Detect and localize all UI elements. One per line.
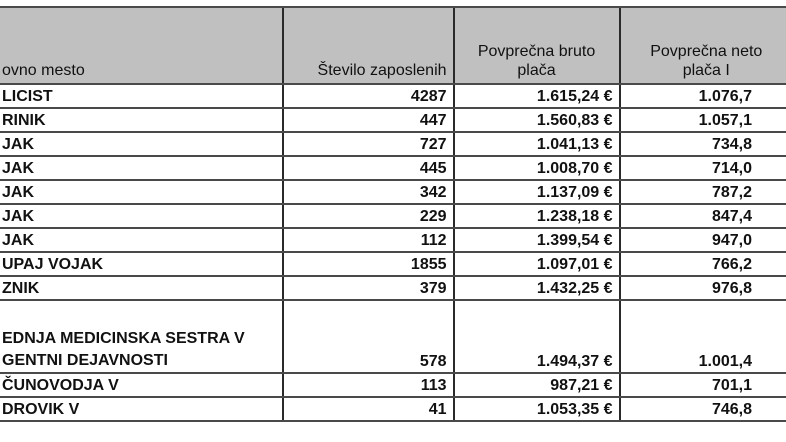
cell-position-line1: EDNJA MEDICINSKA SESTRA V — [2, 330, 245, 347]
cell-employees: 447 — [282, 107, 454, 133]
cell-position: RINIK — [0, 107, 284, 133]
header-net-salary: Povprečna neto plača I — [618, 6, 786, 85]
table-row: LICIST 4287 1.615,24 € 1.076,7 — [0, 83, 786, 109]
cell-employees: 1855 — [282, 251, 454, 277]
cell-employees: 112 — [282, 227, 454, 253]
cell-employees: 41 — [282, 396, 454, 422]
cell-position: ZNIK — [0, 275, 284, 301]
cell-employees: 727 — [282, 131, 454, 157]
cell-gross: 1.053,35 € — [452, 396, 620, 422]
header-position: ovno mesto — [0, 6, 284, 85]
cell-position: EDNJA MEDICINSKA SESTRA V GENTNI DEJAVNOS… — [0, 299, 284, 374]
table-row: RINIK 447 1.560,83 € 1.057,1 — [0, 107, 786, 133]
cell-position: JAK — [0, 155, 284, 181]
cell-position: JAK — [0, 131, 284, 157]
cell-employees: 445 — [282, 155, 454, 181]
cell-gross: 1.238,18 € — [452, 203, 620, 229]
cell-gross: 1.560,83 € — [452, 107, 620, 133]
cell-net: 787,2 — [618, 179, 786, 205]
cell-net: 766,2 — [618, 251, 786, 277]
cell-net: 714,0 — [618, 155, 786, 181]
cell-net: 947,0 — [618, 227, 786, 253]
cell-position: UPAJ VOJAK — [0, 251, 284, 277]
table-body: LICIST 4287 1.615,24 € 1.076,7 RINIK 447… — [0, 83, 786, 422]
header-net-line2: plača I — [682, 62, 730, 79]
cell-position: ČUNOVODJA V — [0, 372, 284, 398]
cell-position-line2: GENTNI DEJAVNOSTI — [2, 352, 168, 369]
header-gross-line1: Povprečna bruto — [477, 43, 596, 60]
header-net-line1: Povprečna neto — [650, 43, 763, 60]
cell-gross: 1.097,01 € — [452, 251, 620, 277]
header-gross-line2: plača — [517, 62, 556, 79]
cell-net: 734,8 — [618, 131, 786, 157]
table-row: JAK 342 1.137,09 € 787,2 — [0, 179, 786, 205]
cell-employees: 342 — [282, 179, 454, 205]
table-row: JAK 727 1.041,13 € 734,8 — [0, 131, 786, 157]
table-header: ovno mesto Število zaposlenih Povprečna … — [0, 6, 786, 85]
cell-net: 976,8 — [618, 275, 786, 301]
cell-position: JAK — [0, 227, 284, 253]
header-employees: Število zaposlenih — [282, 6, 454, 85]
table-row: JAK 445 1.008,70 € 714,0 — [0, 155, 786, 181]
cell-position: DROVIK V — [0, 396, 284, 422]
cell-gross: 1.137,09 € — [452, 179, 620, 205]
cell-employees: 4287 — [282, 83, 454, 109]
cell-net: 701,1 — [618, 372, 786, 398]
salary-table-container: ovno mesto Število zaposlenih Povprečna … — [0, 6, 786, 422]
cell-gross: 1.041,13 € — [452, 131, 620, 157]
cell-net: 1.076,7 — [618, 83, 786, 109]
cell-position: JAK — [0, 179, 284, 205]
table-row: EDNJA MEDICINSKA SESTRA V GENTNI DEJAVNOS… — [0, 299, 786, 374]
table-row: DROVIK V 41 1.053,35 € 746,8 — [0, 396, 786, 422]
cell-gross: 987,21 € — [452, 372, 620, 398]
cell-position: JAK — [0, 203, 284, 229]
header-row: ovno mesto Število zaposlenih Povprečna … — [0, 6, 786, 85]
cell-employees: 578 — [282, 299, 454, 374]
table-row: ČUNOVODJA V 113 987,21 € 701,1 — [0, 372, 786, 398]
cell-net: 847,4 — [618, 203, 786, 229]
cell-position: LICIST — [0, 83, 284, 109]
cell-employees: 113 — [282, 372, 454, 398]
cell-gross: 1.008,70 € — [452, 155, 620, 181]
table-row: JAK 112 1.399,54 € 947,0 — [0, 227, 786, 253]
table-row: UPAJ VOJAK 1855 1.097,01 € 766,2 — [0, 251, 786, 277]
cell-gross: 1.615,24 € — [452, 83, 620, 109]
cell-net: 1.057,1 — [618, 107, 786, 133]
cell-employees: 229 — [282, 203, 454, 229]
cell-net: 1.001,4 — [618, 299, 786, 374]
table-row: ZNIK 379 1.432,25 € 976,8 — [0, 275, 786, 301]
cell-gross: 1.399,54 € — [452, 227, 620, 253]
cell-employees: 379 — [282, 275, 454, 301]
header-position-label: ovno mesto — [2, 62, 85, 79]
header-employees-label: Število zaposlenih — [317, 62, 447, 79]
salary-table: ovno mesto Število zaposlenih Povprečna … — [0, 6, 786, 422]
table-row: JAK 229 1.238,18 € 847,4 — [0, 203, 786, 229]
cell-gross: 1.494,37 € — [452, 299, 620, 374]
cell-gross: 1.432,25 € — [452, 275, 620, 301]
cell-net: 746,8 — [618, 396, 786, 422]
header-gross-salary: Povprečna bruto plača — [452, 6, 620, 85]
